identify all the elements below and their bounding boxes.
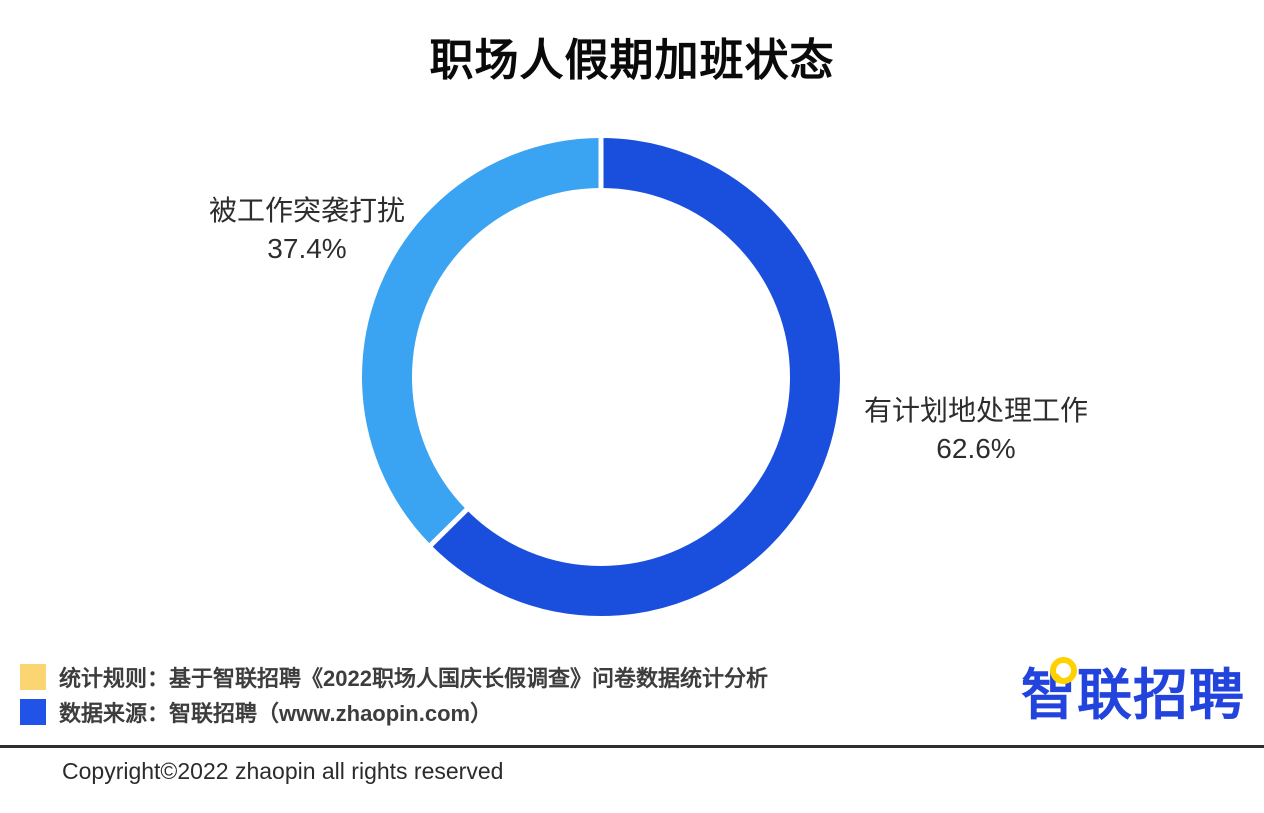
slice-label-minor-text: 被工作突袭打扰 <box>208 195 405 226</box>
copyright-text: Copyright©2022 zhaopin all rights reserv… <box>62 758 504 784</box>
footer-divider <box>0 745 1264 748</box>
slice-label-major-text: 有计划地处理工作 <box>863 395 1088 426</box>
logo-speech-bubble-icon <box>1050 657 1077 684</box>
slice-label-minor: 被工作突袭打扰 37.4% <box>157 192 457 268</box>
source-legend: 统计规则：基于智联招聘《2022职场人国庆长假调查》问卷数据统计分析 数据来源：… <box>20 664 768 734</box>
legend-item-source: 数据来源：智联招聘（www.zhaopin.com） <box>20 699 768 726</box>
slice-label-major: 有计划地处理工作 62.6% <box>826 392 1126 468</box>
logo-rest-chars: 联招聘 <box>1077 664 1246 726</box>
legend-text-source: 数据来源：智联招聘（www.zhaopin.com） <box>59 701 493 726</box>
legend-text-rules: 统计规则：基于智联招聘《2022职场人国庆长假调查》问卷数据统计分析 <box>59 666 768 691</box>
slice-label-major-pct: 62.6% <box>936 433 1016 464</box>
legend-swatch-blue <box>20 699 46 725</box>
legend-swatch-yellow <box>20 664 46 690</box>
slice-gap <box>427 505 471 549</box>
legend-item-rules: 统计规则：基于智联招聘《2022职场人国庆长假调查》问卷数据统计分析 <box>20 664 768 691</box>
chart-title: 职场人假期加班状态 <box>429 36 835 85</box>
slice-label-minor-pct: 37.4% <box>267 233 347 264</box>
zhaopin-logo: 智联招聘 <box>1021 657 1246 727</box>
logo-first-char: 智 <box>1021 657 1077 727</box>
